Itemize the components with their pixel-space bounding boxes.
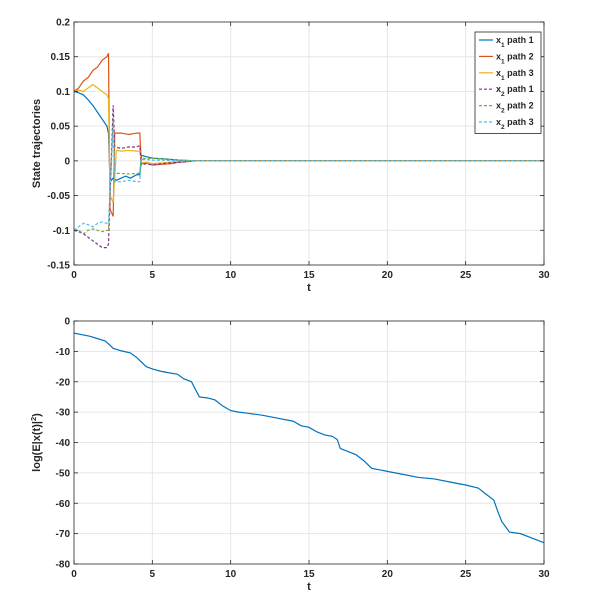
x-tick-label: 25 bbox=[460, 569, 472, 580]
legend-label: x2 path 2 bbox=[496, 101, 534, 115]
x-tick-label: 10 bbox=[225, 270, 237, 281]
y-tick-label: 0 bbox=[64, 317, 70, 328]
legend-label: x1 path 3 bbox=[496, 68, 534, 82]
legend-label: x2 path 1 bbox=[496, 84, 534, 98]
y-tick-label: -70 bbox=[56, 529, 71, 540]
legend-label: x2 path 3 bbox=[496, 117, 534, 131]
series-line-4 bbox=[74, 105, 544, 249]
y-tick-label: -0.15 bbox=[47, 261, 70, 272]
y-tick-label: -0.1 bbox=[53, 226, 71, 237]
x-tick-label: 0 bbox=[71, 569, 77, 580]
x-tick-label: 30 bbox=[538, 569, 550, 580]
y-tick-label: -0.05 bbox=[47, 191, 70, 202]
y-tick-label: 0.05 bbox=[51, 122, 71, 133]
series-group bbox=[74, 332, 544, 544]
legend-label: x1 path 2 bbox=[496, 51, 534, 65]
x-tick-label: 15 bbox=[303, 270, 315, 281]
y-tick-label: -40 bbox=[56, 438, 71, 449]
y-tick-label: -60 bbox=[56, 499, 71, 510]
y-tick-label: -50 bbox=[56, 468, 71, 479]
x-tick-label: 25 bbox=[460, 270, 472, 281]
y-tick-label: 0.2 bbox=[56, 18, 70, 29]
series-line-5 bbox=[74, 119, 544, 235]
x-tick-label: 5 bbox=[150, 569, 156, 580]
x-tick-label: 30 bbox=[538, 270, 550, 281]
x-tick-label: 20 bbox=[382, 270, 394, 281]
y-tick-label: 0.15 bbox=[51, 52, 71, 63]
chart-2: 0 5 10 15 20 25 30 -80 -70 -60 -50 -40 -30 -20 -10 0 t lo… bbox=[29, 317, 550, 594]
y-tick-label: -80 bbox=[56, 560, 71, 571]
legend-label: x1 path 1 bbox=[496, 35, 534, 49]
y-axis-label: log(E|x(t)|2) bbox=[29, 413, 44, 472]
series-line-1 bbox=[74, 332, 544, 544]
y-tick-label: 0.1 bbox=[56, 87, 70, 98]
y-tick-label: -30 bbox=[56, 408, 71, 419]
series-line-2 bbox=[74, 52, 544, 217]
x-tick-label: 5 bbox=[150, 270, 156, 281]
x-tick-label: 10 bbox=[225, 569, 237, 580]
x-axis-label: t bbox=[307, 581, 311, 593]
series-line-6 bbox=[74, 126, 544, 231]
series-group bbox=[74, 52, 544, 249]
legend: x1 path 1 x1 path 2 x1 path 3 x2 path 1 x2 p… bbox=[474, 31, 542, 134]
y-tick-label: -20 bbox=[56, 377, 71, 388]
x-tick-label: 0 bbox=[71, 270, 77, 281]
x-tick-label: 15 bbox=[303, 569, 315, 580]
y-tick-label: 0 bbox=[64, 156, 70, 167]
legend-box bbox=[474, 31, 542, 134]
x-axis-label: t bbox=[307, 282, 311, 294]
y-tick-label: -10 bbox=[56, 347, 71, 358]
series-line-3 bbox=[74, 83, 544, 203]
x-tick-label: 20 bbox=[382, 569, 394, 580]
y-axis-label: State trajectories bbox=[31, 99, 43, 188]
chart-1: 0 5 10 15 20 25 30 -0.15 -0.1 -0.05 0 0.05 0.1 0.15 0.… bbox=[31, 18, 550, 295]
